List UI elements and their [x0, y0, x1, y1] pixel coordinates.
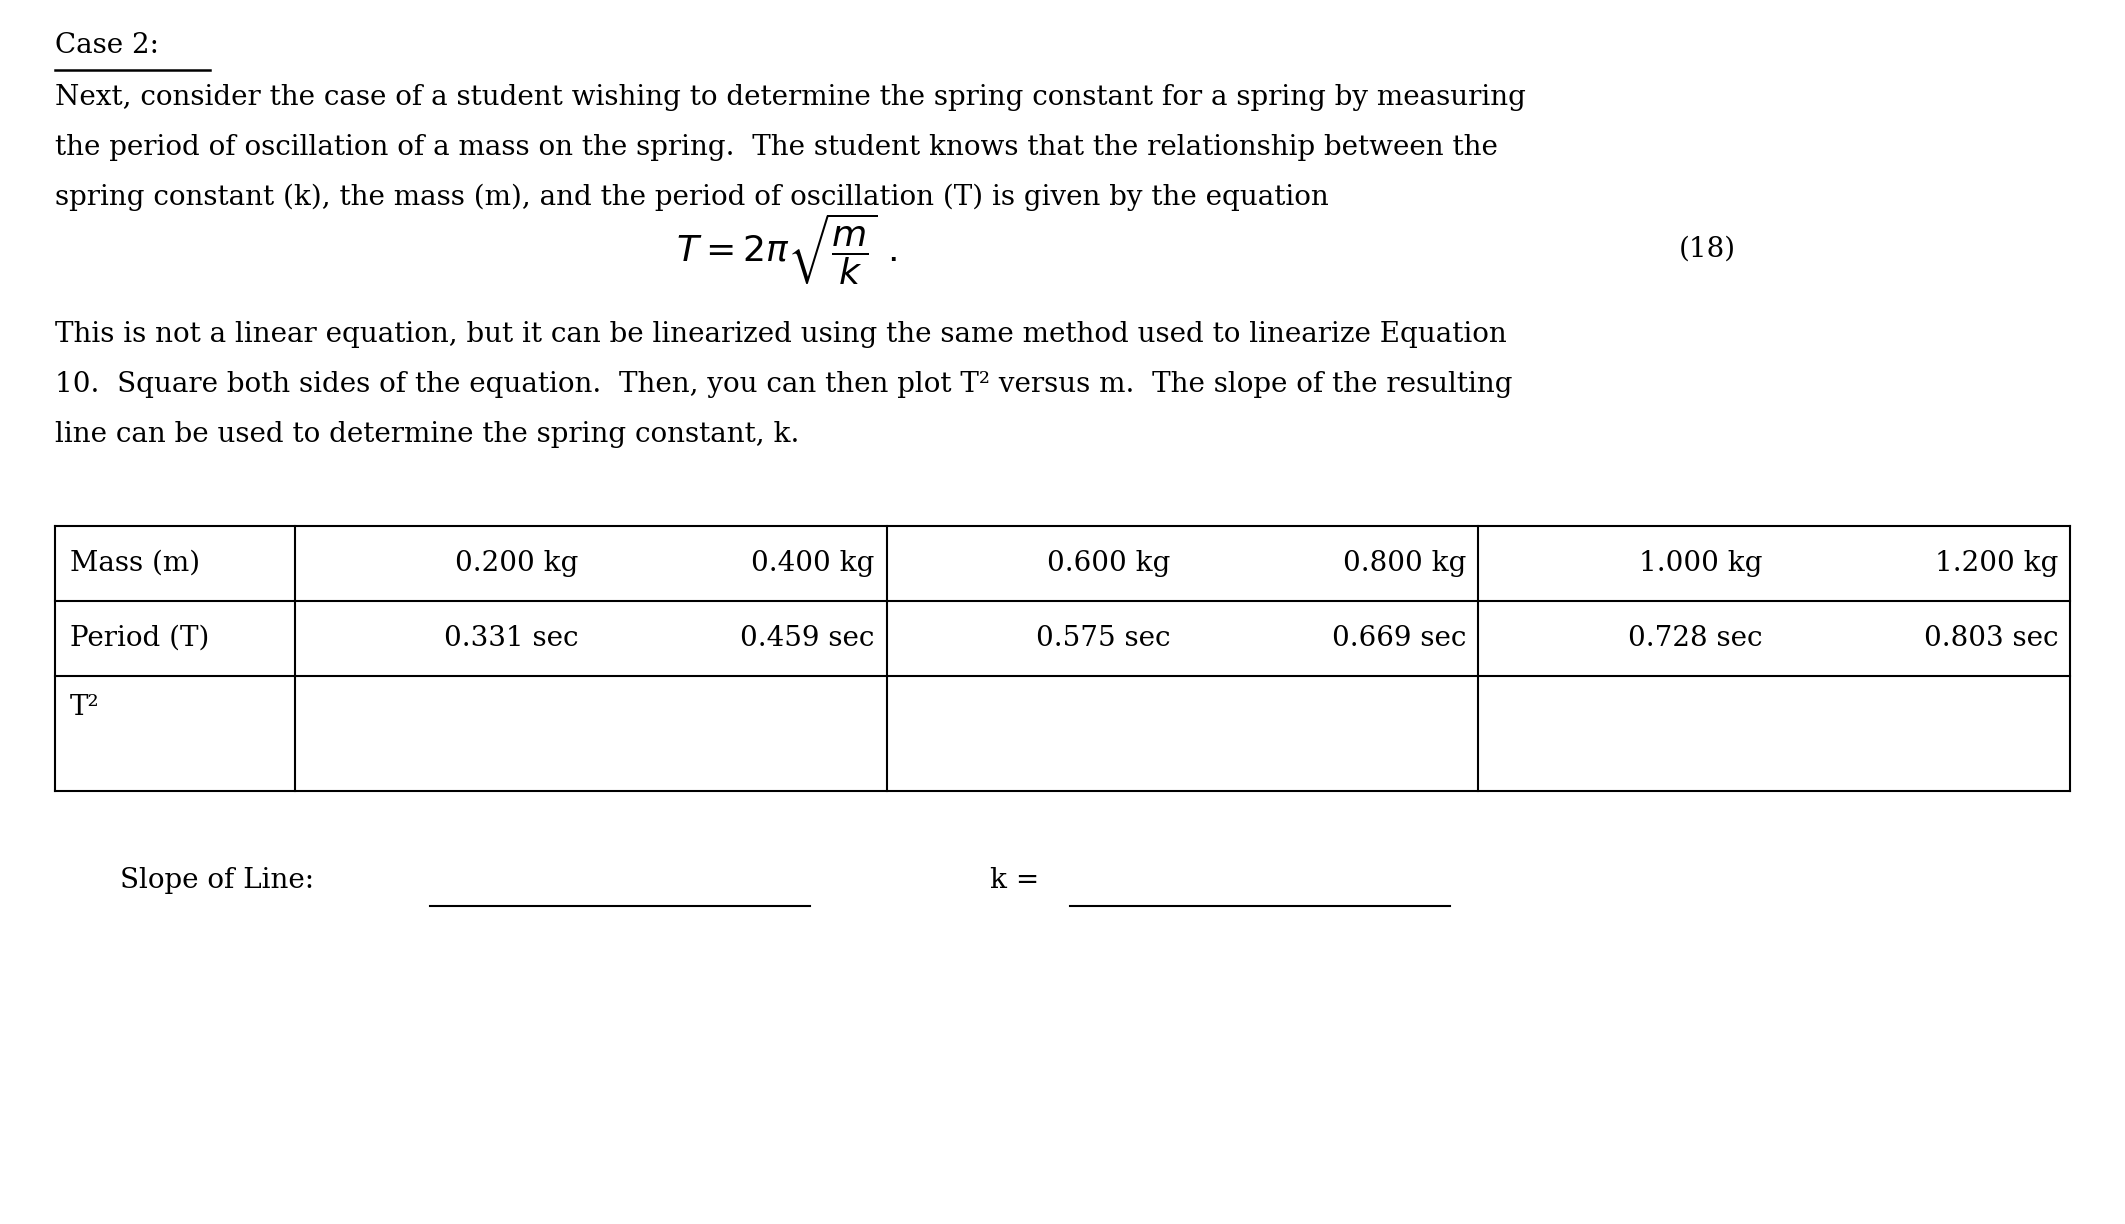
Text: 10.  Square both sides of the equation.  Then, you can then plot T² versus m.  T: 10. Square both sides of the equation. T…: [55, 371, 1513, 398]
Text: 1.200 kg: 1.200 kg: [1934, 550, 2057, 577]
Text: Slope of Line:: Slope of Line:: [119, 868, 314, 895]
Text: (18): (18): [1679, 235, 1736, 262]
Text: the period of oscillation of a mass on the spring.  The student knows that the r: the period of oscillation of a mass on t…: [55, 133, 1498, 162]
Text: This is not a linear equation, but it can be linearized using the same method us: This is not a linear equation, but it ca…: [55, 321, 1507, 348]
Text: 0.575 sec: 0.575 sec: [1037, 625, 1171, 652]
Text: 0.400 kg: 0.400 kg: [752, 550, 876, 577]
Text: 0.459 sec: 0.459 sec: [740, 625, 876, 652]
Text: 0.669 sec: 0.669 sec: [1332, 625, 1466, 652]
Text: 0.600 kg: 0.600 kg: [1048, 550, 1171, 577]
Text: Period (T): Period (T): [70, 625, 210, 652]
Text: line can be used to determine the spring constant, k.: line can be used to determine the spring…: [55, 421, 799, 448]
Text: spring constant (k), the mass (m), and the period of oscillation (T) is given by: spring constant (k), the mass (m), and t…: [55, 184, 1328, 212]
Text: $T = 2\pi\sqrt{\dfrac{m}{k}}\ .$: $T = 2\pi\sqrt{\dfrac{m}{k}}\ .$: [676, 211, 897, 286]
Text: Mass (m): Mass (m): [70, 550, 200, 577]
Text: Next, consider the case of a student wishing to determine the spring constant fo: Next, consider the case of a student wis…: [55, 84, 1526, 111]
Text: k =: k =: [990, 868, 1039, 895]
Text: 0.800 kg: 0.800 kg: [1343, 550, 1466, 577]
Text: 0.200 kg: 0.200 kg: [455, 550, 578, 577]
Text: 0.331 sec: 0.331 sec: [444, 625, 578, 652]
Text: Case 2:: Case 2:: [55, 32, 159, 59]
Text: 1.000 kg: 1.000 kg: [1638, 550, 1762, 577]
Text: 0.728 sec: 0.728 sec: [1628, 625, 1762, 652]
Text: T²: T²: [70, 694, 100, 721]
Text: 0.803 sec: 0.803 sec: [1923, 625, 2057, 652]
